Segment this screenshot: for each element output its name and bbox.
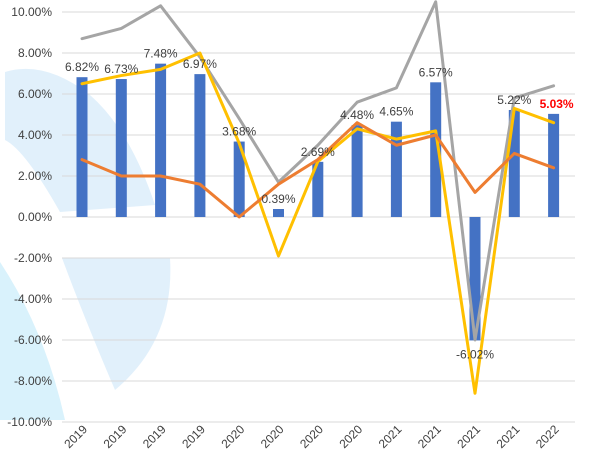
data-label: 4.48% — [340, 108, 374, 122]
bar — [508, 109, 520, 217]
y-tick-label: 0.00% — [18, 210, 52, 224]
y-tick-label: -4.00% — [14, 292, 52, 306]
decoration-shape — [0, 262, 65, 420]
y-axis: 10.00% 8.00% 6.00% 4.00% 2.00% 0.00% -2.00% -4.… — [7, 5, 52, 429]
data-label: 0.39% — [261, 192, 295, 206]
bar — [76, 77, 88, 217]
x-tick-label: 2021 — [494, 422, 523, 450]
y-tick-label: 6.00% — [18, 87, 52, 101]
line-series — [80, 0, 556, 395]
bar — [155, 63, 167, 217]
data-label: 6.97% — [183, 57, 217, 71]
series-line — [80, 51, 556, 395]
x-tick-label: 2021 — [415, 422, 444, 450]
x-tick-label: 2019 — [101, 422, 130, 450]
y-tick-label: -10.00% — [7, 415, 52, 429]
bar — [312, 161, 324, 217]
x-tick-label: 2020 — [297, 422, 326, 450]
y-tick-label: -6.00% — [14, 333, 52, 347]
series-line — [80, 121, 556, 219]
data-label: 4.65% — [379, 105, 413, 119]
data-label: -6.02% — [456, 347, 494, 361]
x-tick-label: 2020 — [336, 422, 365, 450]
bar — [430, 82, 442, 217]
x-tick-label: 2022 — [533, 422, 562, 450]
data-label: 6.82% — [65, 60, 99, 74]
y-tick-label: -8.00% — [14, 374, 52, 388]
y-tick-label: 2.00% — [18, 169, 52, 183]
bar — [273, 209, 284, 217]
data-labels: 6.82% 6.73% 7.48% 6.97% 3.68% 0.39% 2.69% 4.48%… — [65, 47, 574, 362]
data-label: 2.69% — [301, 145, 335, 159]
gridlines — [62, 11, 575, 423]
bar — [233, 141, 245, 217]
decoration-shape — [62, 258, 171, 390]
x-tick-label: 2021 — [376, 422, 405, 450]
data-label: 3.68% — [222, 125, 256, 139]
series-line — [80, 0, 556, 342]
data-label: 6.73% — [104, 62, 138, 76]
data-label: 6.57% — [419, 65, 453, 79]
bar — [351, 125, 363, 217]
y-tick-label: 10.00% — [11, 5, 52, 19]
bar — [548, 113, 560, 217]
x-tick-label: 2019 — [140, 422, 169, 450]
x-tick-label: 2021 — [454, 422, 483, 450]
y-tick-label: 8.00% — [18, 46, 52, 60]
y-tick-label: -2.00% — [14, 251, 52, 265]
data-label: 7.48% — [144, 47, 178, 61]
x-tick-label: 2020 — [258, 422, 287, 450]
bar — [115, 79, 127, 217]
data-label: 5.22% — [497, 93, 531, 107]
data-label: 5.03% — [540, 97, 574, 111]
bar — [194, 74, 206, 218]
bar-series — [76, 63, 560, 341]
x-tick-label: 2020 — [219, 422, 248, 450]
x-tick-label: 2019 — [179, 422, 208, 450]
x-tick-label: 2019 — [61, 422, 90, 450]
bar — [390, 121, 402, 217]
x-axis: 2019 2019 2019 2019 2020 2020 2020 2020 2021 2021… — [61, 422, 562, 450]
y-tick-label: 4.00% — [18, 128, 52, 142]
bar — [469, 217, 481, 341]
